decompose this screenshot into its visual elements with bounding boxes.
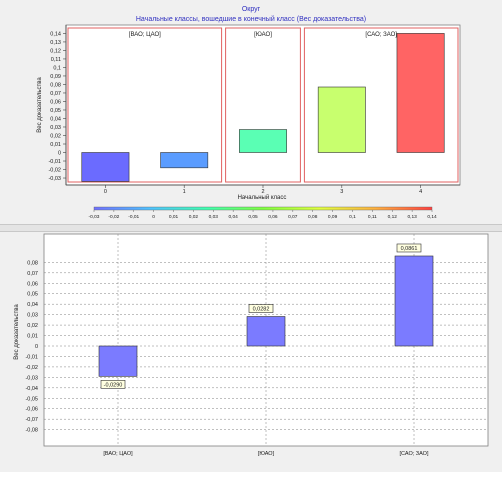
color-scale-tick-label: 0,06 bbox=[268, 214, 278, 220]
top-x-tick-label: 1 bbox=[183, 189, 186, 195]
bottom-y-tick-label: -0,04 bbox=[25, 386, 38, 392]
top-y-tick-label: 0,07 bbox=[50, 91, 61, 97]
bottom-y-tick-label: 0,06 bbox=[27, 281, 38, 287]
top-bar bbox=[317, 86, 366, 153]
color-scale-tick-label: 0,11 bbox=[368, 214, 377, 220]
bottom-x-tick-label: [ЮАО] bbox=[258, 451, 275, 457]
bottom-data-label: 0,0282 bbox=[253, 307, 270, 313]
bottom-y-tick-label: -0,01 bbox=[25, 354, 38, 360]
bottom-x-tick-label: [ВАО; ЦАО] bbox=[103, 451, 133, 457]
top-y-tick-label: 0,05 bbox=[50, 108, 61, 114]
top-x-tick-label: 2 bbox=[261, 189, 264, 195]
color-scale-tick-label: -0,01 bbox=[128, 214, 139, 220]
top-bar bbox=[396, 33, 445, 153]
color-scale-tick-label: 0,07 bbox=[288, 214, 298, 220]
color-scale-tick-label: 0 bbox=[152, 214, 155, 220]
bottom-y-tick-label: 0,02 bbox=[27, 323, 38, 329]
color-scale-tick-label: 0,02 bbox=[189, 214, 199, 220]
bottom-y-tick-label: -0,06 bbox=[25, 407, 38, 413]
top-y-tick-label: 0,13 bbox=[50, 40, 61, 46]
top-group-label: [ВАО; ЦАО] bbox=[129, 32, 161, 38]
color-scale-tick-label: 0,12 bbox=[388, 214, 398, 220]
top-y-tick-label: 0,06 bbox=[50, 99, 61, 105]
bottom-chart-panel: 0,08 0,07 0,06 0,05 0,04 0,03 0,02 0,01 0 -0,01 -0… bbox=[0, 232, 502, 472]
top-x-tick-label: 3 bbox=[340, 189, 343, 195]
bottom-bar bbox=[246, 316, 286, 347]
top-y-tick-label: 0,03 bbox=[50, 125, 61, 131]
color-scale-tick-label: -0,02 bbox=[108, 214, 119, 220]
bottom-x-tick-label: [САО; ЗАО] bbox=[400, 451, 429, 457]
bottom-y-tick-label: -0,07 bbox=[25, 417, 38, 423]
bottom-bar-chart: 0,08 0,07 0,06 0,05 0,04 0,03 0,02 0,01 0 -0,01 -0… bbox=[14, 233, 489, 457]
top-group-box bbox=[303, 27, 459, 183]
color-scale-tick-label: -0,03 bbox=[89, 214, 100, 220]
top-group-box bbox=[225, 27, 301, 183]
color-scale-tick-label: 0,03 bbox=[209, 214, 219, 220]
bottom-data-label: 0,0861 bbox=[401, 246, 418, 252]
color-scale-tick-label: 0,13 bbox=[407, 214, 417, 220]
bottom-bar bbox=[394, 255, 434, 347]
top-y-axis-label: Вес доказательства bbox=[37, 77, 43, 133]
bottom-y-tick-label: -0,02 bbox=[25, 365, 38, 371]
top-y-tick-label: 0,12 bbox=[50, 48, 61, 54]
top-y-tick-label: -0,01 bbox=[48, 159, 61, 165]
bottom-data-label-box bbox=[396, 243, 422, 253]
top-group-box bbox=[67, 27, 223, 183]
color-scale-tick-label: 0,08 bbox=[308, 214, 318, 220]
top-x-tick-label: 0 bbox=[104, 189, 107, 195]
panel-splitter[interactable] bbox=[0, 224, 502, 232]
top-chart-subtitle: Начальные классы, вошедшие в конечный кл… bbox=[136, 15, 366, 23]
top-bar-chart: Округ Начальные классы, вошедшие в конеч… bbox=[37, 6, 461, 220]
bottom-data-label-box bbox=[100, 380, 126, 389]
bottom-y-tick-label: 0,04 bbox=[27, 302, 38, 308]
color-scale-tick-label: 0,1 bbox=[349, 214, 356, 220]
bottom-y-tick-label: 0,01 bbox=[27, 334, 38, 340]
top-y-tick-label: 0,1 bbox=[53, 65, 61, 71]
top-bar bbox=[160, 152, 209, 169]
top-bar bbox=[239, 129, 287, 153]
bottom-y-tick-label: 0,07 bbox=[27, 271, 38, 277]
bottom-data-label-box bbox=[248, 304, 274, 313]
bottom-data-label: -0,0290 bbox=[104, 382, 123, 388]
color-scale-tick-label: 0,09 bbox=[328, 214, 338, 220]
top-x-axis-label: Начальный класс bbox=[238, 194, 287, 201]
top-y-tick-label: 0,08 bbox=[50, 82, 61, 88]
bottom-y-tick-label: 0,05 bbox=[27, 292, 38, 298]
top-y-tick-label: 0,02 bbox=[50, 133, 61, 139]
top-y-tick-label: -0,02 bbox=[48, 168, 61, 174]
top-x-tick-label: 4 bbox=[419, 189, 422, 195]
top-y-tick-label: 0,14 bbox=[50, 31, 61, 37]
color-scale-bar bbox=[93, 206, 433, 211]
top-y-tick-label: -0,03 bbox=[48, 176, 61, 182]
top-group-label: [САО; ЗАО] bbox=[365, 32, 397, 38]
top-chart-panel: Округ Начальные классы, вошедшие в конеч… bbox=[0, 0, 502, 224]
bottom-y-axis-label: Вес доказательства bbox=[14, 304, 20, 360]
top-y-tick-label: 0,01 bbox=[50, 142, 61, 148]
bottom-y-tick-label: 0,03 bbox=[27, 313, 38, 319]
bottom-y-tick-label: -0,05 bbox=[25, 396, 38, 402]
top-y-tick-label: 0,09 bbox=[50, 74, 61, 80]
top-y-tick-label: 0,04 bbox=[50, 116, 61, 122]
top-group-label: [ЮАО] bbox=[254, 32, 272, 38]
top-plot-area bbox=[65, 24, 461, 186]
color-scale-tick-label: 0,05 bbox=[248, 214, 258, 220]
bottom-y-tick-label: 0,08 bbox=[27, 260, 38, 266]
top-chart-title: Округ bbox=[242, 6, 261, 13]
top-bar bbox=[81, 152, 130, 182]
top-y-tick-label: 0,11 bbox=[51, 57, 61, 63]
color-scale-tick-label: 0,01 bbox=[169, 214, 179, 220]
top-y-tick-label: 0 bbox=[58, 151, 61, 157]
bottom-y-tick-label: -0,03 bbox=[25, 375, 38, 381]
bottom-bar bbox=[98, 345, 138, 377]
bottom-y-tick-label: 0 bbox=[35, 344, 38, 350]
color-scale-tick-label: 0,14 bbox=[427, 214, 437, 220]
color-scale-tick-label: 0,04 bbox=[229, 214, 239, 220]
color-scale-legend: -0,03 -0,02 -0,01 0 0,01 0,02 0,03 0,04 0,05 0,06… bbox=[89, 206, 437, 220]
bottom-y-tick-label: -0,08 bbox=[25, 428, 38, 434]
